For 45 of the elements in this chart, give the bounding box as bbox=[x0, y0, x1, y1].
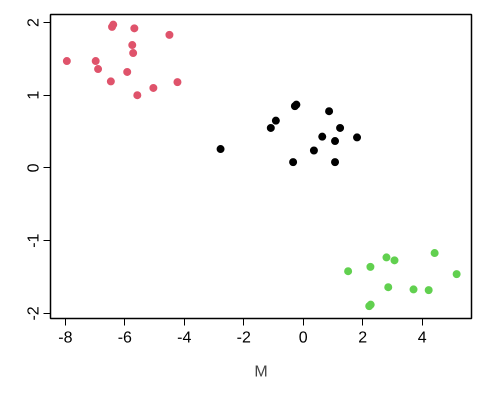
x-tick-label: 0 bbox=[298, 330, 308, 346]
point bbox=[325, 107, 334, 116]
point bbox=[165, 30, 174, 39]
point bbox=[344, 267, 352, 276]
y-tick-label: 0 bbox=[26, 163, 42, 172]
y-tick-label: 2 bbox=[26, 18, 42, 27]
point bbox=[149, 84, 158, 92]
y-tick-label: -1 bbox=[26, 233, 42, 248]
point bbox=[266, 124, 275, 132]
point bbox=[384, 283, 392, 292]
point bbox=[129, 49, 138, 58]
point bbox=[390, 256, 398, 264]
point bbox=[272, 116, 280, 125]
point bbox=[62, 57, 71, 66]
point bbox=[289, 158, 298, 166]
point bbox=[173, 78, 182, 86]
point bbox=[318, 132, 326, 141]
point bbox=[130, 24, 138, 32]
point bbox=[106, 77, 115, 86]
x-tick-label: -6 bbox=[118, 330, 132, 346]
x-tick-label: -2 bbox=[236, 330, 251, 346]
x-tick-label: 4 bbox=[418, 330, 427, 346]
y-tick-label: 1 bbox=[26, 90, 42, 100]
point bbox=[336, 124, 344, 132]
point bbox=[94, 65, 102, 74]
point bbox=[310, 146, 318, 154]
x-tick-label: -8 bbox=[58, 330, 73, 346]
point bbox=[331, 158, 340, 166]
point bbox=[128, 41, 136, 50]
point bbox=[353, 133, 362, 142]
point bbox=[123, 68, 132, 76]
x-tick-label: -4 bbox=[177, 330, 192, 346]
point bbox=[216, 145, 225, 154]
point bbox=[410, 285, 418, 294]
point bbox=[424, 286, 433, 294]
point bbox=[133, 91, 142, 100]
x-tick-label: 2 bbox=[358, 330, 368, 346]
point bbox=[92, 57, 100, 66]
point bbox=[452, 270, 461, 278]
point bbox=[382, 253, 390, 262]
point bbox=[430, 249, 439, 258]
point bbox=[331, 137, 340, 146]
x-axis-title: M bbox=[254, 364, 268, 380]
point bbox=[366, 262, 374, 271]
y-tick-label: -2 bbox=[26, 306, 42, 321]
